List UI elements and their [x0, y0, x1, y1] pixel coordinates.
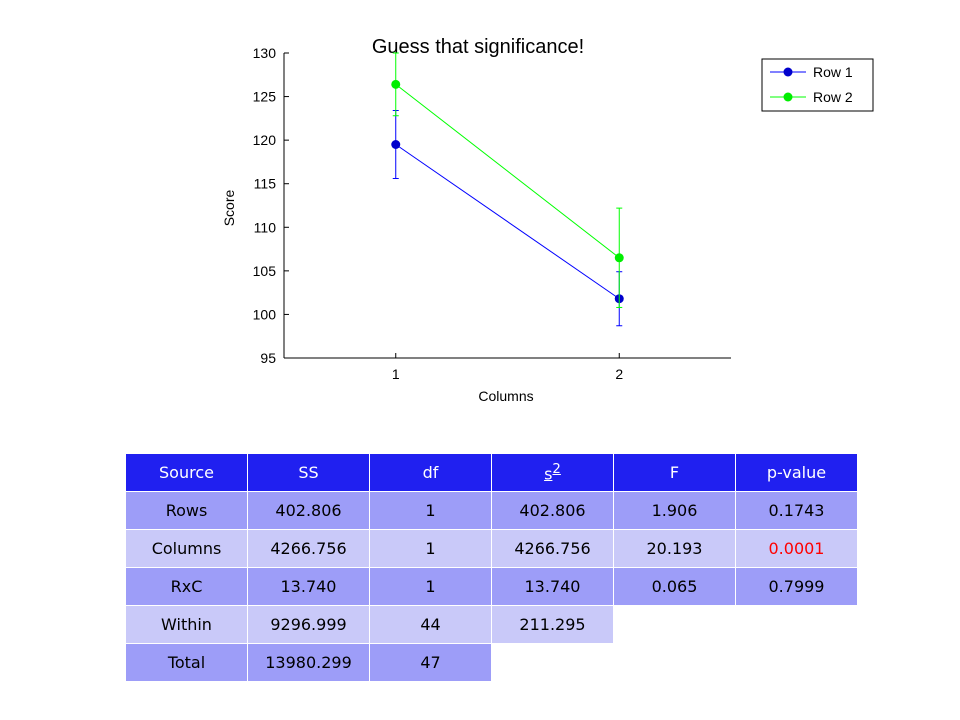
table-row: Columns 4266.756 1 4266.756 20.193 0.0001 [125, 529, 858, 568]
y-tick-label: 95 [260, 350, 276, 366]
y-tick-label: 100 [253, 306, 277, 322]
series-line [395, 83, 620, 259]
x-tick-label: 2 [615, 366, 623, 382]
table-cell: 1 [369, 567, 492, 606]
table-row: Within 9296.999 44 211.295 [125, 605, 858, 644]
table-cell: 9296.999 [247, 605, 370, 644]
table-cell: 44 [369, 605, 492, 644]
y-axis-label: Score [221, 190, 237, 227]
legend-marker [783, 67, 793, 77]
y-ticks: 95 100 105 110 115 120 125 130 [253, 45, 289, 366]
interaction-plot: Guess that significance! 95 100 105 110 115 1… [221, 36, 874, 404]
y-tick-label: 130 [253, 45, 277, 61]
x-tick-label: 1 [392, 366, 400, 382]
y-tick-label: 105 [253, 263, 277, 279]
y-tick-label: 125 [253, 89, 277, 105]
table-cell: 402.806 [491, 491, 614, 530]
data-point [614, 253, 624, 263]
table-cell: 0.7999 [735, 567, 858, 606]
column-header: s2 [491, 453, 614, 492]
table-cell: 1.906 [613, 491, 736, 530]
y-tick-label: 120 [253, 132, 277, 148]
column-header: SS [247, 453, 370, 492]
table-cell: Rows [125, 491, 248, 530]
series-2 [391, 52, 624, 308]
table-row: RxC 13.740 1 13.740 0.065 0.7999 [125, 567, 858, 606]
table-cell: 1 [369, 529, 492, 568]
table-cell [735, 643, 858, 682]
table-cell: 0.0001 [735, 529, 858, 568]
table-cell: RxC [125, 567, 248, 606]
legend-entry: Row 1 [813, 64, 853, 80]
y-tick-label: 110 [254, 219, 277, 235]
table-cell: 47 [369, 643, 492, 682]
table-cell: Within [125, 605, 248, 644]
column-header: F [613, 453, 736, 492]
table-cell: 4266.756 [247, 529, 370, 568]
column-header: Source [125, 453, 248, 492]
table-cell: 0.1743 [735, 491, 858, 530]
table-cell [613, 605, 736, 644]
y-tick-label: 115 [254, 176, 277, 192]
data-point [391, 140, 401, 149]
table-cell: 0.065 [613, 567, 736, 606]
column-header: df [369, 453, 492, 492]
legend-entry: Row 2 [813, 89, 853, 105]
legend-marker [783, 92, 793, 102]
chart-title: Guess that significance! [372, 36, 584, 58]
data-point [391, 79, 401, 89]
table-cell [491, 643, 614, 682]
table-cell: 402.806 [247, 491, 370, 530]
series-1 [391, 110, 624, 327]
plot-axes [283, 53, 731, 359]
table-cell: 1 [369, 491, 492, 530]
table-cell: 20.193 [613, 529, 736, 568]
variance-symbol: s [544, 464, 553, 484]
table-row: Rows 402.806 1 402.806 1.906 0.1743 [125, 491, 858, 530]
series-line [395, 144, 620, 300]
series-group [391, 52, 624, 327]
x-axis-label: Columns [478, 388, 533, 404]
table-cell: 13.740 [491, 567, 614, 606]
table-cell [613, 643, 736, 682]
table-cell: 4266.756 [491, 529, 614, 568]
table-cell: 13.740 [247, 567, 370, 606]
legend: Row 1 Row 2 [761, 58, 874, 112]
table-cell: 211.295 [491, 605, 614, 644]
table-row: Total 13980.299 47 [125, 643, 858, 682]
table-cell [735, 605, 858, 644]
table-cell: Total [125, 643, 248, 682]
table-cell: Columns [125, 529, 248, 568]
column-header: p-value [735, 453, 858, 492]
table-cell: 13980.299 [247, 643, 370, 682]
legend-box [761, 58, 874, 112]
superscript: 2 [552, 461, 561, 477]
